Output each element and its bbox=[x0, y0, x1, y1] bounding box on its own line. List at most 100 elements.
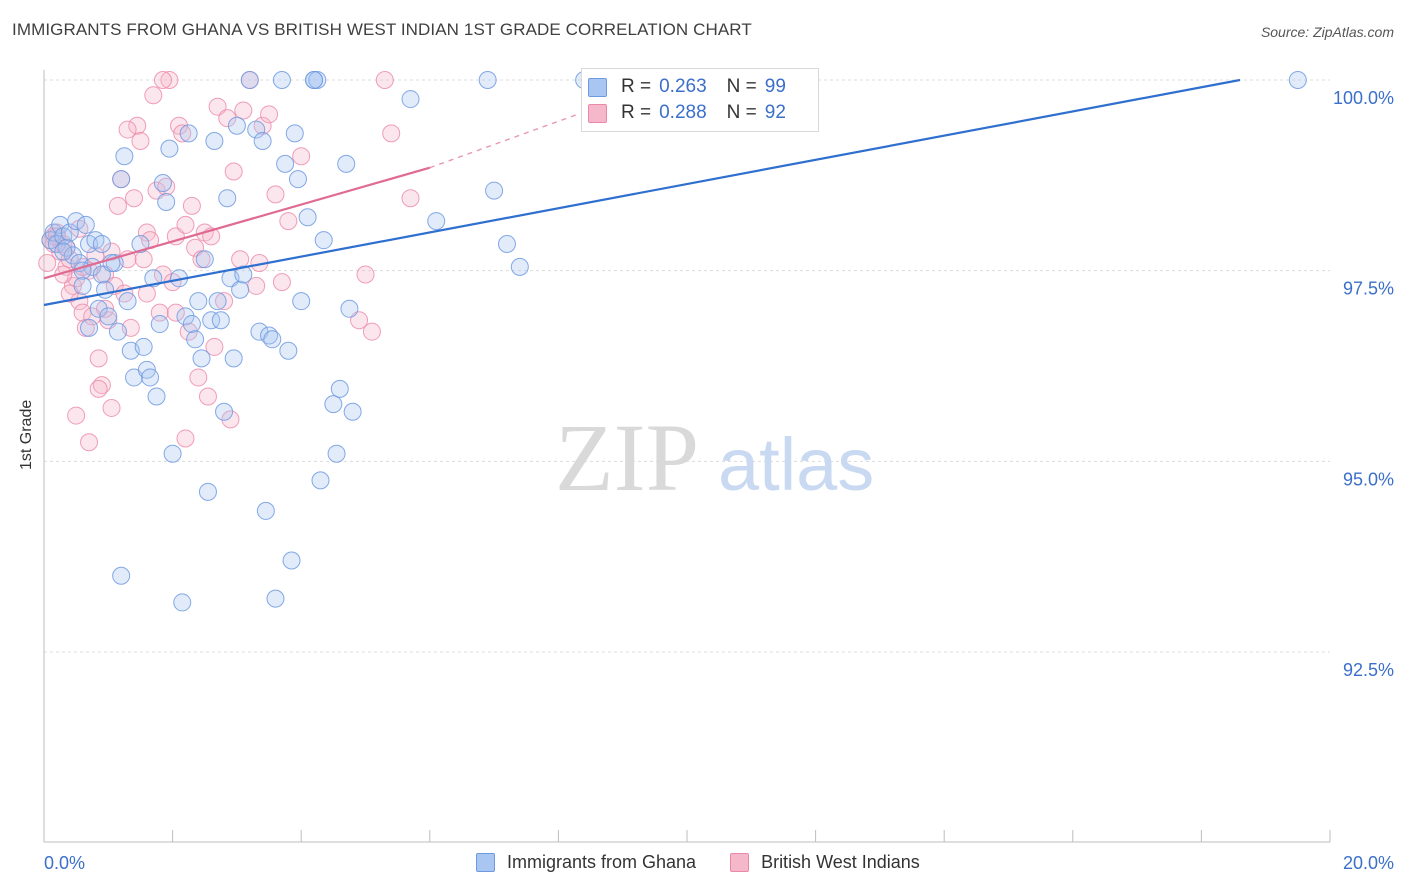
blue-point bbox=[288, 170, 307, 189]
blue-point bbox=[343, 402, 362, 421]
blue-point bbox=[163, 444, 182, 463]
pink-point bbox=[38, 254, 57, 273]
blue-point bbox=[314, 231, 333, 250]
pink-point bbox=[131, 132, 150, 151]
series-immigrants-from-ghana bbox=[41, 71, 1307, 612]
pink-point bbox=[382, 124, 401, 143]
blue-point bbox=[60, 223, 79, 242]
blue-point bbox=[141, 368, 160, 387]
blue-point bbox=[92, 234, 111, 253]
legend-item-bwi[interactable]: British West Indians bbox=[730, 852, 920, 873]
source-label: Source: ZipAtlas.com bbox=[1260, 24, 1394, 40]
blue-point bbox=[324, 395, 343, 414]
blue-point bbox=[192, 349, 211, 368]
blue-point bbox=[186, 330, 205, 349]
y-tick-label: 95.0% bbox=[1343, 469, 1394, 489]
pink-point bbox=[375, 71, 394, 89]
blue-point bbox=[263, 330, 282, 349]
watermark-atlas: atlas bbox=[718, 423, 874, 506]
blue-point bbox=[147, 387, 166, 406]
tick-labels: 92.5% 95.0% 97.5% 100.0% 0.0% 20.0% bbox=[44, 88, 1394, 873]
y-tick-label: 100.0% bbox=[1333, 88, 1394, 108]
pink-point bbox=[153, 71, 172, 89]
blue-point bbox=[202, 311, 221, 330]
pink-point bbox=[218, 109, 237, 128]
legend-swatch-pink bbox=[730, 853, 750, 872]
blue-point bbox=[427, 212, 446, 231]
blue-point bbox=[73, 276, 92, 295]
pink-point bbox=[205, 337, 224, 356]
legend-n-value: 99 bbox=[764, 76, 786, 97]
blue-point bbox=[63, 246, 82, 265]
pink-point bbox=[118, 120, 137, 139]
blue-point bbox=[340, 299, 359, 318]
blue-point bbox=[89, 299, 108, 318]
pink-point bbox=[224, 162, 243, 181]
blue-point bbox=[292, 292, 311, 311]
blue-point bbox=[485, 181, 504, 200]
pink-point bbox=[198, 387, 217, 406]
blue-point bbox=[1288, 71, 1307, 89]
pink-point bbox=[176, 429, 195, 448]
pink-point bbox=[221, 410, 240, 429]
axes bbox=[43, 70, 1331, 843]
legend-swatch-blue bbox=[588, 77, 607, 97]
pink-trend-line bbox=[43, 166, 431, 280]
blue-point bbox=[218, 189, 237, 208]
blue-point bbox=[279, 341, 298, 360]
trend-lines bbox=[43, 78, 1241, 307]
pink-point bbox=[166, 303, 185, 322]
legend-row-ghana: R = 0.263 N = 99 bbox=[582, 75, 786, 99]
watermark-zip: ZIP bbox=[555, 404, 699, 511]
blue-point bbox=[256, 501, 275, 520]
pink-point bbox=[160, 71, 179, 89]
pink-point bbox=[401, 189, 420, 208]
legend-n-value: 92 bbox=[764, 102, 786, 123]
blue-point bbox=[401, 90, 420, 109]
blue-point bbox=[298, 208, 317, 227]
blue-point bbox=[189, 292, 208, 311]
blue-point bbox=[208, 292, 227, 311]
blue-point bbox=[311, 471, 330, 490]
legend-label-ghana: Immigrants from Ghana bbox=[507, 852, 697, 872]
legend-r-value: 0.263 bbox=[659, 76, 707, 97]
blue-point bbox=[234, 265, 253, 284]
blue-point bbox=[195, 250, 214, 269]
legend-r-label: R = bbox=[621, 76, 652, 97]
y-tick-label: 92.5% bbox=[1343, 660, 1394, 680]
blue-point bbox=[276, 154, 295, 173]
pink-point bbox=[189, 368, 208, 387]
blue-point bbox=[108, 322, 127, 341]
blue-point bbox=[327, 444, 346, 463]
blue-point bbox=[118, 292, 137, 311]
pink-point bbox=[67, 406, 86, 425]
blue-point bbox=[478, 71, 497, 89]
legend-item-ghana[interactable]: Immigrants from Ghana bbox=[476, 852, 696, 873]
blue-point bbox=[176, 307, 195, 326]
blue-point bbox=[247, 120, 266, 139]
blue-point bbox=[47, 234, 66, 253]
pink-point bbox=[231, 250, 250, 269]
blue-point bbox=[153, 173, 172, 192]
blue-point bbox=[211, 311, 230, 330]
legend-n-label: N = bbox=[726, 76, 757, 97]
blue-trend-line bbox=[43, 78, 1241, 307]
pink-point bbox=[272, 273, 291, 292]
blue-point bbox=[112, 170, 131, 189]
pink-point bbox=[279, 212, 298, 231]
pink-point bbox=[176, 215, 195, 234]
legend-r-label: R = bbox=[621, 102, 652, 123]
blue-point bbox=[282, 551, 301, 570]
blue-point bbox=[112, 566, 131, 585]
blue-point bbox=[205, 132, 224, 151]
pink-point bbox=[80, 433, 99, 452]
watermark: ZIP atlas bbox=[555, 404, 874, 511]
series-legend: Immigrants from Ghana British West India… bbox=[476, 852, 954, 873]
pink-point bbox=[173, 124, 192, 143]
blue-point bbox=[510, 257, 529, 276]
blue-point bbox=[173, 593, 192, 612]
blue-point bbox=[215, 402, 234, 421]
series-british-west-indians bbox=[38, 71, 420, 452]
pink-trend-extension bbox=[429, 113, 578, 169]
blue-point bbox=[272, 71, 291, 89]
